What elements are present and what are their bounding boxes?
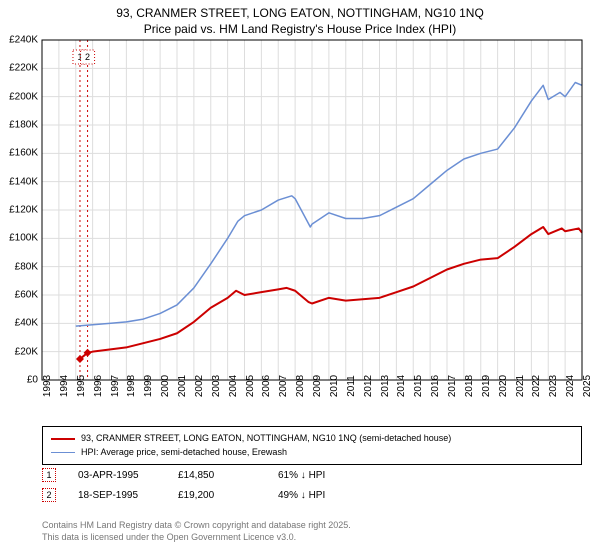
x-tick-label: 2009	[312, 375, 323, 397]
chart-container: 93, CRANMER STREET, LONG EATON, NOTTINGH…	[0, 0, 600, 560]
x-tick-label: 2019	[481, 375, 492, 397]
y-tick-label: £120K	[0, 205, 38, 216]
y-tick-label: £240K	[0, 35, 38, 46]
x-tick-label: 1998	[126, 375, 137, 397]
x-tick-label: 2015	[413, 375, 424, 397]
x-tick-label: 2003	[211, 375, 222, 397]
x-tick-label: 1993	[42, 375, 53, 397]
legend: 93, CRANMER STREET, LONG EATON, NOTTINGH…	[42, 426, 582, 465]
legend-label: HPI: Average price, semi-detached house,…	[81, 446, 287, 460]
x-tick-label: 2012	[363, 375, 374, 397]
event-price: £19,200	[178, 490, 256, 501]
y-tick-label: £140K	[0, 176, 38, 187]
x-tick-label: 2004	[228, 375, 239, 397]
y-tick-label: £100K	[0, 233, 38, 244]
x-tick-label: 2001	[177, 375, 188, 397]
legend-item: HPI: Average price, semi-detached house,…	[51, 446, 573, 460]
y-tick-label: £80K	[0, 261, 38, 272]
event-price: £14,850	[178, 470, 256, 481]
x-tick-label: 2018	[464, 375, 475, 397]
x-tick-label: 2020	[498, 375, 509, 397]
x-tick-label: 2002	[194, 375, 205, 397]
event-delta: 49% ↓ HPI	[278, 490, 356, 501]
event-date: 03-APR-1995	[78, 470, 156, 481]
x-tick-label: 2016	[430, 375, 441, 397]
x-tick-label: 2021	[515, 375, 526, 397]
x-tick-label: 2013	[380, 375, 391, 397]
event-list: 1 03-APR-1995 £14,850 61% ↓ HPI 2 18-SEP-1995…	[42, 468, 356, 508]
x-tick-label: 1994	[59, 375, 70, 397]
copyright-notice: Contains HM Land Registry data © Crown c…	[42, 520, 351, 543]
event-row: 1 03-APR-1995 £14,850 61% ↓ HPI	[42, 468, 356, 482]
legend-line-swatch	[51, 438, 75, 440]
event-date: 18-SEP-1995	[78, 490, 156, 501]
x-tick-label: 2008	[295, 375, 306, 397]
copyright-line-1: Contains HM Land Registry data © Crown c…	[42, 520, 351, 532]
event-marker: 1	[42, 468, 56, 482]
x-tick-label: 2006	[261, 375, 272, 397]
x-tick-label: 2014	[396, 375, 407, 397]
y-tick-label: £160K	[0, 148, 38, 159]
svg-text:2: 2	[85, 52, 90, 62]
event-row: 2 18-SEP-1995 £19,200 49% ↓ HPI	[42, 488, 356, 502]
y-tick-label: £200K	[0, 91, 38, 102]
y-tick-label: £40K	[0, 318, 38, 329]
legend-label: 93, CRANMER STREET, LONG EATON, NOTTINGH…	[81, 432, 451, 446]
x-tick-label: 2011	[346, 375, 357, 397]
x-tick-label: 2007	[278, 375, 289, 397]
legend-line-swatch	[51, 452, 75, 453]
x-tick-label: 2022	[531, 375, 542, 397]
copyright-line-2: This data is licensed under the Open Gov…	[42, 532, 351, 544]
y-tick-label: £0	[0, 375, 38, 386]
x-tick-label: 1996	[93, 375, 104, 397]
x-tick-label: 2017	[447, 375, 458, 397]
x-tick-label: 1997	[110, 375, 121, 397]
y-tick-label: £220K	[0, 63, 38, 74]
y-tick-label: £180K	[0, 120, 38, 131]
event-delta: 61% ↓ HPI	[278, 470, 356, 481]
x-tick-label: 2000	[160, 375, 171, 397]
legend-item: 93, CRANMER STREET, LONG EATON, NOTTINGH…	[51, 432, 573, 446]
y-tick-label: £60K	[0, 290, 38, 301]
x-tick-label: 2023	[548, 375, 559, 397]
plot-area: 12	[0, 0, 600, 382]
x-tick-label: 1995	[76, 375, 87, 397]
x-tick-label: 2024	[565, 375, 576, 397]
y-tick-label: £20K	[0, 346, 38, 357]
x-tick-label: 2010	[329, 375, 340, 397]
x-tick-label: 2025	[582, 375, 593, 397]
x-tick-label: 2005	[245, 375, 256, 397]
x-tick-label: 1999	[143, 375, 154, 397]
event-marker: 2	[42, 488, 56, 502]
